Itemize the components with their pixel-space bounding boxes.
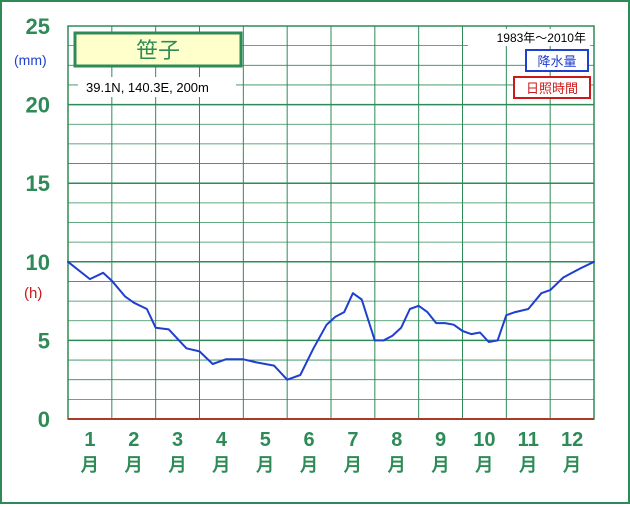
y-tick-label: 20 <box>26 93 50 118</box>
x-tick-label: 8 <box>391 429 402 451</box>
x-tick-label: 6 <box>304 429 315 451</box>
x-tick-label: 10 <box>473 429 495 451</box>
x-tick-label: 1 <box>84 429 95 451</box>
y-tick-label: 5 <box>38 328 50 353</box>
legend-sunshine: 日照時間 <box>526 81 578 96</box>
x-tick-suffix: 月 <box>211 455 230 475</box>
x-tick-suffix: 月 <box>299 455 318 475</box>
y-tick-label: 15 <box>26 171 50 196</box>
x-tick-suffix: 月 <box>387 455 406 475</box>
x-tick-suffix: 月 <box>168 455 187 475</box>
x-tick-label: 11 <box>518 429 539 451</box>
series-line-sunshine <box>67 260 595 381</box>
x-tick-suffix: 月 <box>474 455 493 475</box>
x-tick-label: 2 <box>128 429 139 451</box>
x-tick-suffix: 月 <box>431 455 450 475</box>
x-tick-suffix: 月 <box>124 455 143 475</box>
x-tick-label: 12 <box>561 429 583 451</box>
x-tick-label: 4 <box>216 429 228 451</box>
period-background <box>468 29 590 46</box>
x-tick-suffix: 月 <box>255 455 274 475</box>
y-tick-label: 0 <box>38 407 50 432</box>
y-axis-ticks: 0 5 10 15 20 25 <box>26 14 50 432</box>
x-tick-label: 3 <box>172 429 183 451</box>
data-period: 1983年〜2010年 <box>497 31 586 45</box>
x-tick-label: 7 <box>347 429 358 451</box>
x-tick-label: 5 <box>260 429 271 451</box>
x-tick-suffix: 月 <box>562 455 581 475</box>
station-name: 笹子 <box>136 38 180 63</box>
legend-sunshine-box <box>513 76 591 99</box>
x-tick-suffix: 月 <box>80 455 99 475</box>
y-unit-sunshine: (h) <box>24 285 42 302</box>
coords-background <box>78 77 236 97</box>
x-tick-suffix: 月 <box>518 455 537 475</box>
y-tick-label: 25 <box>26 14 50 39</box>
station-name-box <box>73 31 243 68</box>
legend-precipitation: 降水量 <box>537 54 576 69</box>
grid <box>67 25 595 420</box>
x-tick-label: 9 <box>435 429 446 451</box>
x-axis-month-labels: 1 月 2 月 3 月 4 月 5 月 6 月 7 月 8 月 9 月 10 月 11 月 12 月 <box>80 429 583 475</box>
y-tick-label: 10 <box>26 250 50 275</box>
y-unit-precipitation: (mm) <box>14 52 47 68</box>
legend-precipitation-box <box>525 49 589 72</box>
x-tick-suffix: 月 <box>343 455 362 475</box>
climate-chart: 0 5 10 15 20 25 (mm) (h) 1 月 2 月 3 月 4 月 5 月 6 月 7 月 8 月 9 月 10… <box>14 14 595 475</box>
station-coordinates: 39.1N, 140.3E, 200m <box>86 80 209 95</box>
